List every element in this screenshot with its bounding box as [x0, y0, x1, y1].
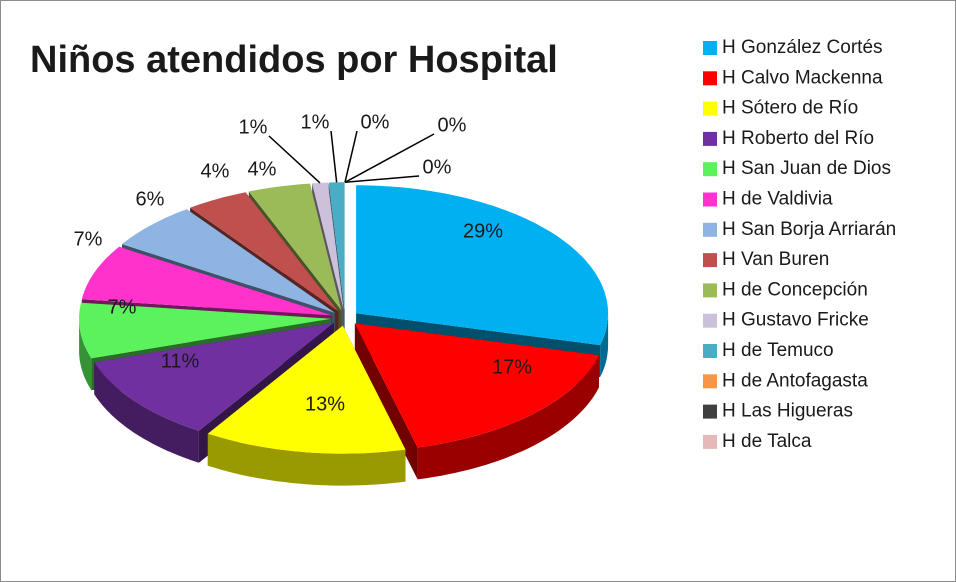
legend-label: H Las Higueras [722, 401, 853, 422]
slice [94, 322, 334, 431]
legend-swatch [703, 404, 717, 419]
legend-label: H Van Buren [722, 249, 829, 270]
data-label: 0% [423, 156, 452, 178]
legend-swatch [703, 374, 717, 389]
leader-line [330, 130, 338, 183]
slice [354, 323, 599, 448]
legend-label: H González Cortés [722, 37, 883, 58]
legend-swatch [703, 41, 717, 55]
legend-swatch [703, 313, 717, 328]
legend-swatch [703, 283, 717, 298]
legend-swatch [703, 253, 717, 268]
slice-side [354, 323, 418, 480]
data-label: 1% [239, 116, 268, 138]
pie [79, 182, 609, 486]
legend-label: H de Talca [722, 431, 812, 452]
legend-swatch [703, 101, 717, 116]
legend-label: H de Antofagasta [722, 370, 868, 391]
slice-side [207, 433, 406, 486]
legend-label: H San Borja Arriarán [722, 219, 896, 240]
legend-swatch [703, 71, 717, 86]
slice-side [417, 355, 599, 480]
slice [328, 182, 345, 311]
data-label: 1% [301, 111, 330, 133]
data-label: 17% [492, 356, 532, 378]
legend-swatch [703, 434, 717, 449]
leader-line [344, 175, 420, 184]
slice [248, 183, 342, 311]
legend-swatch [703, 192, 717, 207]
legend-swatch [703, 162, 717, 177]
legend-label: H San Juan de Dios [722, 158, 891, 179]
legend-label: H Sótero de Río [722, 98, 858, 119]
legend-swatch [703, 131, 717, 146]
legend-label: H de Temuco [722, 340, 834, 361]
data-label: 7% [74, 228, 103, 250]
legend-label: H Calvo Mackenna [722, 67, 883, 88]
slice [356, 185, 609, 346]
data-label: 0% [361, 111, 390, 133]
slice-side [94, 362, 199, 463]
slice [207, 325, 406, 454]
data-label: 11% [161, 350, 200, 372]
legend-label: H Roberto del Río [722, 128, 874, 149]
legend-label: H de Concepción [722, 279, 868, 300]
data-label: 4% [248, 158, 277, 180]
chart-title: Niños atendidos por Hospital [30, 39, 558, 81]
data-label: 29% [463, 220, 503, 242]
slice [190, 192, 339, 312]
slice-side [79, 318, 92, 391]
leader-line [268, 135, 321, 184]
data-label: 13% [305, 393, 345, 415]
legend-label: H Gustavo Fricke [722, 310, 869, 331]
slice [122, 209, 335, 313]
legend-swatch [703, 222, 717, 237]
slice [79, 302, 332, 359]
slice-side [600, 313, 609, 378]
leader-line [344, 133, 435, 183]
data-label: 7% [108, 296, 137, 318]
legend-label: H de Valdivia [722, 189, 833, 210]
data-label: 4% [201, 160, 230, 182]
slice [312, 182, 344, 311]
data-label: 6% [136, 188, 165, 210]
slice [81, 246, 332, 316]
leader-line [344, 130, 358, 183]
legend-swatch [703, 344, 717, 358]
data-label: 0% [438, 114, 467, 136]
